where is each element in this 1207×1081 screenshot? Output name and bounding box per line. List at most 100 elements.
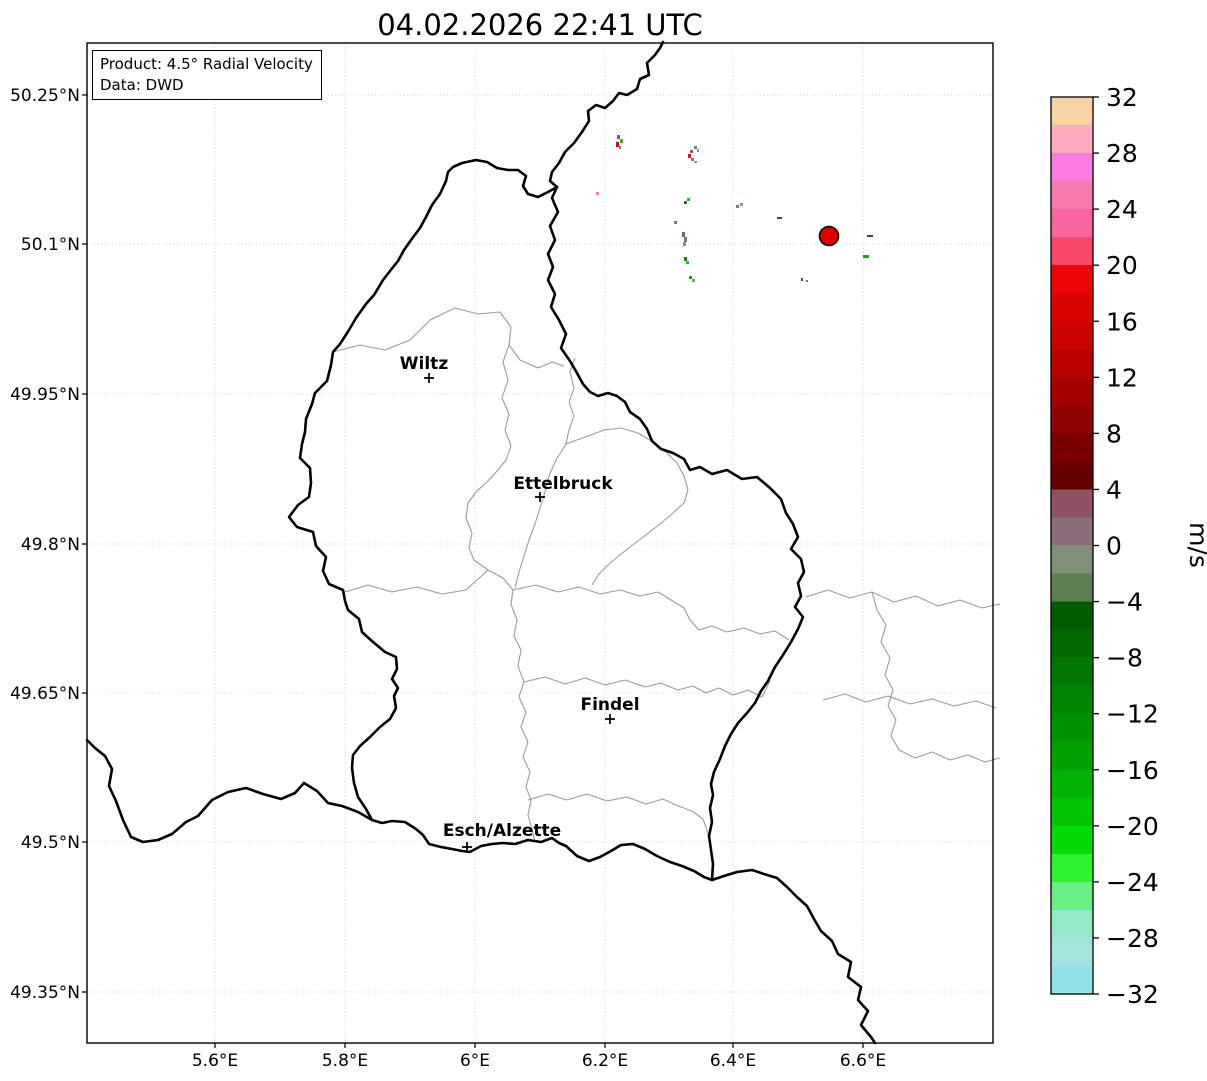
canton-border bbox=[512, 584, 790, 641]
admin-borders bbox=[332, 307, 1001, 847]
x-axis-tick-label: 6.6°E bbox=[840, 1051, 886, 1071]
radar-echo-pixel bbox=[674, 221, 677, 224]
city-label: Esch/Alzette bbox=[443, 821, 561, 841]
y-axis-tick-label: 49.8°N bbox=[21, 535, 80, 555]
colorbar-band bbox=[1051, 629, 1093, 659]
colorbar-band bbox=[1051, 461, 1093, 491]
colorbar-band bbox=[1051, 377, 1093, 406]
y-axis-tick-label: 50.1°N bbox=[21, 235, 80, 255]
colorbar-tick-label: 24 bbox=[1106, 195, 1138, 224]
colorbar-tick-label: 4 bbox=[1106, 475, 1122, 504]
city-plus-marker bbox=[462, 842, 472, 852]
colorbar-band bbox=[1051, 209, 1093, 238]
x-axis-tick-label: 6.4°E bbox=[710, 1051, 756, 1071]
colorbar-band bbox=[1051, 713, 1093, 743]
radar-echo-pixel bbox=[690, 150, 693, 153]
gridlines bbox=[87, 43, 993, 1043]
radar-echo-pixel bbox=[694, 146, 697, 149]
colorbar-tick-label: −24 bbox=[1106, 868, 1159, 897]
colorbar-tick-label: −28 bbox=[1106, 924, 1159, 953]
colorbar-band bbox=[1051, 433, 1093, 463]
colorbar-band bbox=[1051, 825, 1093, 855]
colorbar-band bbox=[1051, 153, 1093, 182]
colorbar: 32 28 24 20 16 12 8 4 0 −4 −8 −12 −16 −20 −24 −28 −32 bbox=[1050, 83, 1159, 1009]
colorbar-tick-label: −4 bbox=[1106, 588, 1143, 617]
colorbar-band bbox=[1051, 405, 1093, 434]
luxembourg-border bbox=[287, 158, 806, 882]
radar-echo-pixel bbox=[736, 205, 739, 208]
radar-echo-pixel bbox=[694, 161, 697, 163]
colorbar-band bbox=[1051, 321, 1093, 350]
radar-echo-pixel bbox=[686, 261, 689, 264]
radar-echo-pixel bbox=[596, 192, 599, 195]
colorbar-band bbox=[1051, 657, 1093, 687]
colorbar-band bbox=[1051, 965, 1093, 995]
colorbar-tick-label: −32 bbox=[1106, 980, 1159, 1009]
colorbar-band bbox=[1051, 293, 1093, 322]
canton-border bbox=[514, 443, 567, 589]
data-source-line: Data: DWD bbox=[100, 75, 184, 94]
radar-echo-pixel bbox=[688, 154, 691, 158]
city-plus-marker bbox=[535, 492, 545, 502]
y-axis-tick-label: 49.35°N bbox=[10, 983, 80, 1003]
radar-echo-pixel bbox=[684, 201, 687, 204]
radar-echo-pixel bbox=[619, 146, 621, 149]
colorbar-band bbox=[1051, 265, 1093, 294]
colorbar-unit-label: m/s bbox=[1184, 522, 1207, 568]
district-border bbox=[898, 749, 1001, 763]
district-border bbox=[822, 693, 997, 709]
radar-echo-pixel bbox=[620, 139, 623, 143]
plot-frame bbox=[86, 42, 994, 1044]
city-label: Ettelbruck bbox=[513, 474, 613, 494]
colorbar-band bbox=[1051, 97, 1093, 126]
x-axis-tick-label: 5.8°E bbox=[322, 1051, 368, 1071]
radar-echo-pixel bbox=[687, 198, 690, 201]
radar-echo-pixel bbox=[863, 255, 869, 258]
country-borders bbox=[85, 40, 877, 1045]
colorbar-band bbox=[1051, 349, 1093, 378]
radar-site-marker bbox=[818, 225, 840, 247]
radar-echoes bbox=[596, 135, 873, 282]
colorbar-band bbox=[1051, 601, 1093, 631]
colorbar-tick-label: 32 bbox=[1106, 83, 1138, 112]
radar-echo-pixel bbox=[683, 242, 686, 246]
colorbar-band bbox=[1051, 517, 1093, 547]
district-border bbox=[871, 591, 900, 751]
y-axis-tick-label: 49.65°N bbox=[10, 684, 80, 704]
city-markers: Wiltz Ettelbruck Findel Esch/Alzette bbox=[400, 354, 640, 852]
city-label: Findel bbox=[580, 695, 639, 715]
radar-echo-pixel bbox=[697, 149, 699, 152]
canton-border bbox=[527, 793, 711, 847]
colorbar-band bbox=[1051, 937, 1093, 967]
city-label: Wiltz bbox=[400, 354, 449, 374]
france-belgium-border bbox=[85, 738, 374, 844]
radar-site-group bbox=[818, 225, 840, 247]
radar-echo-pixel bbox=[692, 279, 695, 282]
radar-echo-pixel bbox=[691, 158, 694, 161]
radar-echo-pixel bbox=[801, 278, 803, 281]
colorbar-band bbox=[1051, 909, 1093, 939]
canton-border bbox=[565, 357, 689, 586]
radar-echo-pixel bbox=[867, 235, 873, 237]
colorbar-tick-label: 16 bbox=[1106, 307, 1138, 336]
city-plus-marker bbox=[424, 373, 434, 383]
colorbar-tick-label: 0 bbox=[1106, 532, 1122, 561]
radar-echo-pixel bbox=[617, 135, 620, 139]
canton-border bbox=[465, 344, 536, 843]
canton-border bbox=[344, 569, 489, 595]
product-info-box: Product: 4.5° Radial Velocity Data: DWD bbox=[92, 50, 322, 101]
colorbar-band bbox=[1051, 181, 1093, 210]
radar-echo-pixel bbox=[740, 203, 743, 206]
colorbar-band bbox=[1051, 769, 1093, 799]
belgium-germany-border bbox=[548, 40, 665, 189]
radar-echo-pixel bbox=[777, 217, 782, 219]
canton-border bbox=[332, 307, 565, 369]
radar-echo-pixel bbox=[616, 142, 619, 147]
france-germany-border bbox=[710, 868, 877, 1045]
colorbar-tick-label: −12 bbox=[1106, 700, 1159, 729]
colorbar-band bbox=[1051, 741, 1093, 771]
y-axis-tick-label: 50.25°N bbox=[10, 86, 80, 106]
colorbar-tick-label: −16 bbox=[1106, 756, 1159, 785]
axis-ticks: 5.6°E 5.8°E 6°E 6.2°E 6.4°E 6.6°E 50.25°N 50.1°… bbox=[10, 86, 886, 1071]
